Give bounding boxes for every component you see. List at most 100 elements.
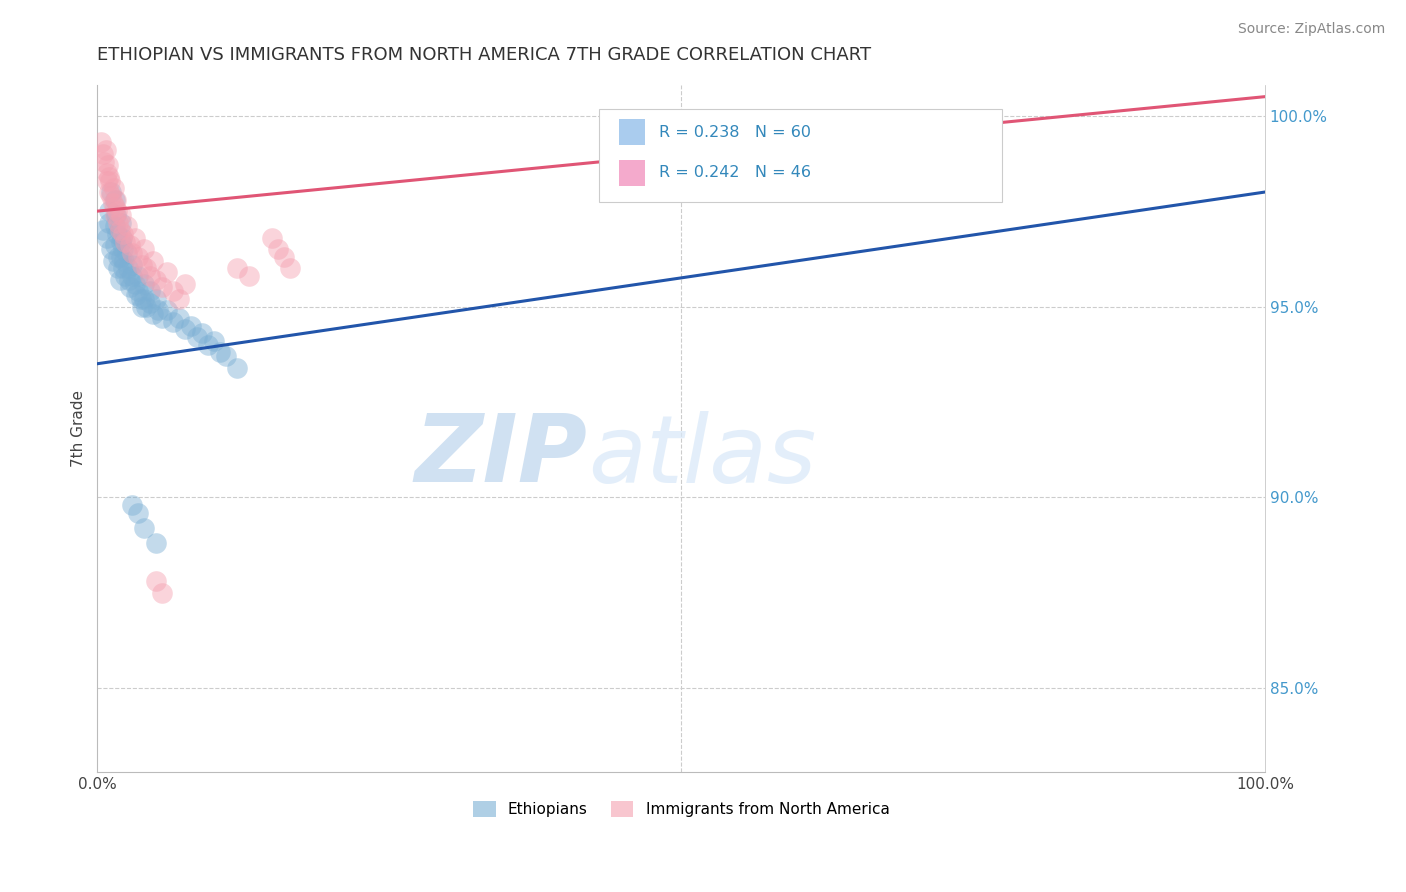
Point [127,285,149,299]
Point [96,166,118,180]
Point [98,204,121,219]
Point [98,173,121,187]
Text: ETHIOPIAN VS IMMIGRANTS FROM NORTH AMERICA 7TH GRADE CORRELATION CHART: ETHIOPIAN VS IMMIGRANTS FROM NORTH AMERI… [97,46,872,64]
Point [90,136,112,150]
Point [202,334,225,348]
Point [124,277,146,291]
Point [100,189,122,203]
Point [118,273,141,287]
Text: Source: ZipAtlas.com: Source: ZipAtlas.com [1237,22,1385,37]
Point [191,326,214,341]
Point [127,268,149,283]
Point [132,521,155,535]
Point [131,300,153,314]
FancyBboxPatch shape [619,160,645,186]
FancyBboxPatch shape [619,120,645,145]
Point [104,208,127,222]
Point [142,307,165,321]
Point [238,268,260,283]
Point [105,193,128,207]
Point [132,242,155,256]
Point [215,349,238,363]
Point [100,242,122,256]
Point [162,285,184,299]
Point [112,227,135,241]
Point [121,246,143,260]
Point [132,292,155,306]
Point [131,258,153,272]
Point [118,280,141,294]
Point [114,235,136,249]
Point [226,360,249,375]
Point [127,250,149,264]
Point [121,268,143,283]
Point [103,181,125,195]
Point [91,223,114,237]
Point [101,253,124,268]
Point [156,303,179,318]
Point [104,193,127,207]
Point [139,295,162,310]
Point [105,227,128,241]
Point [167,292,190,306]
Point [156,265,179,279]
Point [145,536,167,550]
Point [167,310,190,325]
Point [108,273,131,287]
Point [107,261,129,276]
Point [208,345,231,359]
Text: R = 0.238   N = 60: R = 0.238 N = 60 [659,125,811,140]
Point [186,330,208,344]
Point [174,277,197,291]
Point [150,280,173,294]
Point [114,268,136,283]
Point [108,223,131,237]
Point [93,154,115,169]
Point [100,185,122,199]
Point [96,173,118,187]
Point [226,261,249,276]
Y-axis label: 7th Grade: 7th Grade [72,390,86,467]
Point [135,261,157,276]
Point [129,292,152,306]
Point [101,196,124,211]
Point [150,585,173,599]
Point [132,277,155,291]
Point [121,498,143,512]
Point [197,337,219,351]
Text: R = 0.242   N = 46: R = 0.242 N = 46 [659,165,811,180]
Point [121,258,143,272]
Point [135,300,157,314]
Point [273,250,295,264]
Legend: Ethiopians, Immigrants from North America: Ethiopians, Immigrants from North Americ… [467,796,896,823]
Point [110,235,132,249]
Point [127,506,149,520]
Point [104,200,127,214]
Point [267,242,290,256]
Point [115,246,138,260]
Text: atlas: atlas [588,410,815,501]
Point [96,231,118,245]
Point [278,261,301,276]
Point [139,268,162,283]
Point [98,169,121,184]
Point [111,231,134,245]
Point [145,292,167,306]
Point [142,253,165,268]
Point [110,208,132,222]
Point [118,238,141,252]
Point [110,216,132,230]
Point [91,147,114,161]
Point [104,238,127,252]
Point [125,288,148,302]
Point [105,208,128,222]
Point [124,231,146,245]
Point [145,273,167,287]
Point [97,158,120,172]
Point [262,231,284,245]
Point [112,242,135,256]
Point [98,185,121,199]
FancyBboxPatch shape [599,109,1002,202]
Point [112,253,135,268]
Point [180,318,202,333]
